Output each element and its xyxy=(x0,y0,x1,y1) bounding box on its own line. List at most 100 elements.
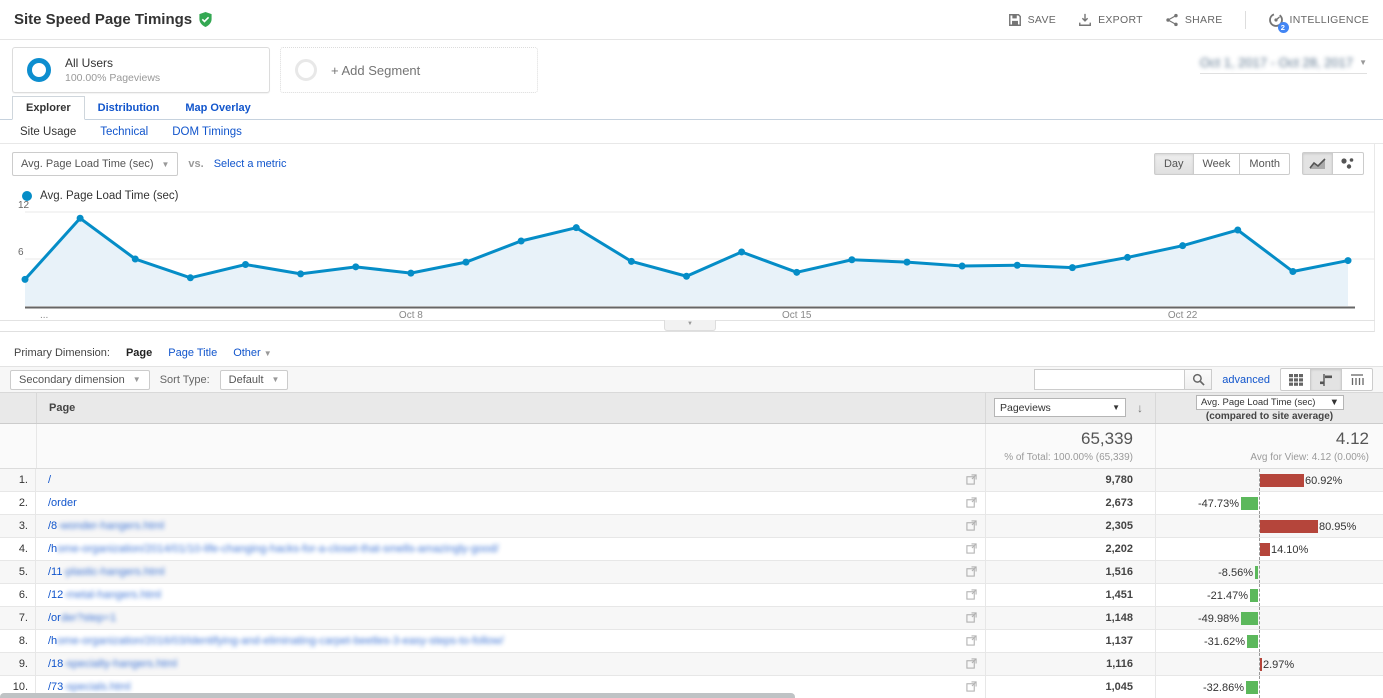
search-input[interactable] xyxy=(1034,369,1185,390)
timeseries-chart[interactable]: 12 6 xyxy=(0,200,1375,310)
pageviews-value: 1,516 xyxy=(985,561,1155,583)
segment-all-users[interactable]: All Users 100.00% Pageviews xyxy=(12,47,270,93)
page-link[interactable]: /8-wonder-hangers.html xyxy=(36,515,985,537)
pivot-view-button[interactable] xyxy=(1342,368,1373,391)
tab-distribution[interactable]: Distribution xyxy=(97,102,160,114)
table-row: 9./18-specialty-hangers.html 1,116 2.97% xyxy=(0,653,1383,676)
save-button[interactable]: SAVE xyxy=(1008,13,1056,27)
intelligence-button[interactable]: 2 INTELLIGENCE xyxy=(1268,12,1369,33)
motion-chart-view-button[interactable] xyxy=(1333,152,1364,175)
save-icon xyxy=(1008,13,1022,27)
comparison-metric-dropdown[interactable]: Avg. Page Load Time (sec) ▼ xyxy=(1196,395,1344,410)
secondary-dimension-dropdown[interactable]: Secondary dimension ▼ xyxy=(10,369,150,390)
tab-map-overlay[interactable]: Map Overlay xyxy=(185,102,251,114)
pageviews-value: 1,148 xyxy=(985,607,1155,629)
open-page-icon[interactable] xyxy=(966,658,977,669)
x-axis-labels: ... Oct 8 Oct 15 Oct 22 xyxy=(0,310,1375,322)
open-page-icon[interactable] xyxy=(966,474,977,485)
page-path-redacted: -metal-hangers.html xyxy=(63,589,162,601)
page-link[interactable]: /order?step=1 xyxy=(36,607,985,629)
open-page-icon[interactable] xyxy=(966,635,977,646)
pageviews-value: 2,305 xyxy=(985,515,1155,537)
sort-descending-icon[interactable]: ↓ xyxy=(1137,401,1143,415)
comparison-percent: 14.10% xyxy=(1271,544,1309,556)
chevron-down-icon: ▼ xyxy=(271,375,280,384)
granularity-day-button[interactable]: Day xyxy=(1153,152,1194,175)
chart-panel: Avg. Page Load Time (sec) ▼ vs. Select a… xyxy=(0,144,1375,332)
x-axis-tick-label: Oct 15 xyxy=(782,310,812,321)
add-segment-button[interactable]: + Add Segment xyxy=(280,47,538,93)
page-link[interactable]: /home-organization/2016/03/identifying-a… xyxy=(36,630,985,652)
open-page-icon[interactable] xyxy=(966,612,977,623)
pageviews-value: 1,451 xyxy=(985,584,1155,606)
above-average-bar xyxy=(1260,474,1304,487)
chart-collapse-handle[interactable]: ▼ xyxy=(664,320,716,331)
primary-dimension-label: Primary Dimension: xyxy=(14,347,110,359)
page-path: /8 xyxy=(48,520,58,532)
horizontal-scrollbar[interactable] xyxy=(0,693,795,698)
comparison-percent: -21.47% xyxy=(1207,590,1248,602)
page-path: /11 xyxy=(48,566,63,578)
subtab-technical[interactable]: Technical xyxy=(100,126,149,138)
open-page-icon[interactable] xyxy=(966,681,977,692)
intelligence-icon: 2 xyxy=(1268,12,1289,33)
comparison-cell: 2.97% xyxy=(1155,653,1383,675)
page-link[interactable]: /18-specialty-hangers.html xyxy=(36,653,985,675)
comparison-cell: -31.62% xyxy=(1155,630,1383,652)
comparison-view-button[interactable] xyxy=(1311,368,1342,391)
table-row: 5./11-plastic-hangers.html 1,516 -8.56% xyxy=(0,561,1383,584)
pageviews-value: 1,137 xyxy=(985,630,1155,652)
metric-dropdown[interactable]: Avg. Page Load Time (sec) ▼ xyxy=(12,152,179,176)
granularity-month-button[interactable]: Month xyxy=(1240,152,1290,175)
select-metric-link[interactable]: Select a metric xyxy=(213,158,287,170)
x-axis-overflow-label: ... xyxy=(40,310,49,321)
comparison-subtitle: (compared to site average) xyxy=(1205,411,1334,422)
page-link[interactable]: /12-metal-hangers.html xyxy=(36,584,985,606)
granularity-week-button[interactable]: Week xyxy=(1193,152,1241,175)
subtab-site-usage[interactable]: Site Usage xyxy=(20,126,77,138)
pageviews-metric-dropdown[interactable]: Pageviews ▼ xyxy=(994,398,1126,417)
primary-dimension-bar: Primary Dimension: Page Page Title Other… xyxy=(0,340,1383,366)
page-link[interactable]: / xyxy=(36,469,985,491)
verified-shield-icon xyxy=(198,12,213,27)
table-toolbar: Secondary dimension ▼ Sort Type: Default… xyxy=(0,366,1383,393)
date-range-selector[interactable]: Oct 1, 2017 - Oct 28, 2017 ▼ xyxy=(1199,55,1367,74)
rank-column-header xyxy=(0,393,36,423)
comparison-percent: -49.98% xyxy=(1198,613,1239,625)
page-path: /12 xyxy=(48,589,64,601)
comparison-baseline xyxy=(1259,630,1260,652)
comparison-percent: -47.73% xyxy=(1198,498,1239,510)
comparison-percent: -32.86% xyxy=(1203,682,1244,694)
page-path-redacted: -wonder-hangers.html xyxy=(57,520,165,532)
metric-row: Avg. Page Load Time (sec) ▼ vs. Select a… xyxy=(12,152,286,176)
export-button[interactable]: EXPORT xyxy=(1078,13,1143,27)
open-page-icon[interactable] xyxy=(966,520,977,531)
table-row: 4./home-organization/2014/01/10-life-cha… xyxy=(0,538,1383,561)
search-button[interactable] xyxy=(1184,369,1213,390)
dimension-other[interactable]: Other ▼ xyxy=(233,347,272,359)
share-button[interactable]: SHARE xyxy=(1165,13,1223,27)
subtab-dom-timings[interactable]: DOM Timings xyxy=(172,126,242,138)
line-chart-view-button[interactable] xyxy=(1302,152,1333,175)
dimension-page-title[interactable]: Page Title xyxy=(168,347,218,359)
page-link[interactable]: /home-organization/2014/01/10-life-chang… xyxy=(36,538,985,560)
page-link[interactable]: /73-specials.html xyxy=(36,676,985,698)
sort-type-dropdown[interactable]: Default ▼ xyxy=(219,369,289,390)
tab-explorer[interactable]: Explorer xyxy=(12,96,85,120)
row-rank: 4. xyxy=(0,538,36,560)
advanced-link[interactable]: advanced xyxy=(1222,373,1270,386)
dimension-page[interactable]: Page xyxy=(125,347,153,359)
page-link[interactable]: /11-plastic-hangers.html xyxy=(36,561,985,583)
table-view-button[interactable] xyxy=(1280,368,1311,391)
chart-legend: Avg. Page Load Time (sec) xyxy=(22,190,179,202)
row-rank: 1. xyxy=(0,469,36,491)
grid-icon xyxy=(1288,373,1303,386)
open-page-icon[interactable] xyxy=(966,497,977,508)
page-column-header: Page xyxy=(36,393,985,423)
open-page-icon[interactable] xyxy=(966,589,977,600)
page-link[interactable]: /order xyxy=(36,492,985,514)
open-page-icon[interactable] xyxy=(966,566,977,577)
table-rows: 1./9,780 60.92% 2./order 2,673 -47.73% 3./8-w… xyxy=(0,469,1383,698)
open-page-icon[interactable] xyxy=(966,543,977,554)
comparison-baseline xyxy=(1259,676,1260,698)
